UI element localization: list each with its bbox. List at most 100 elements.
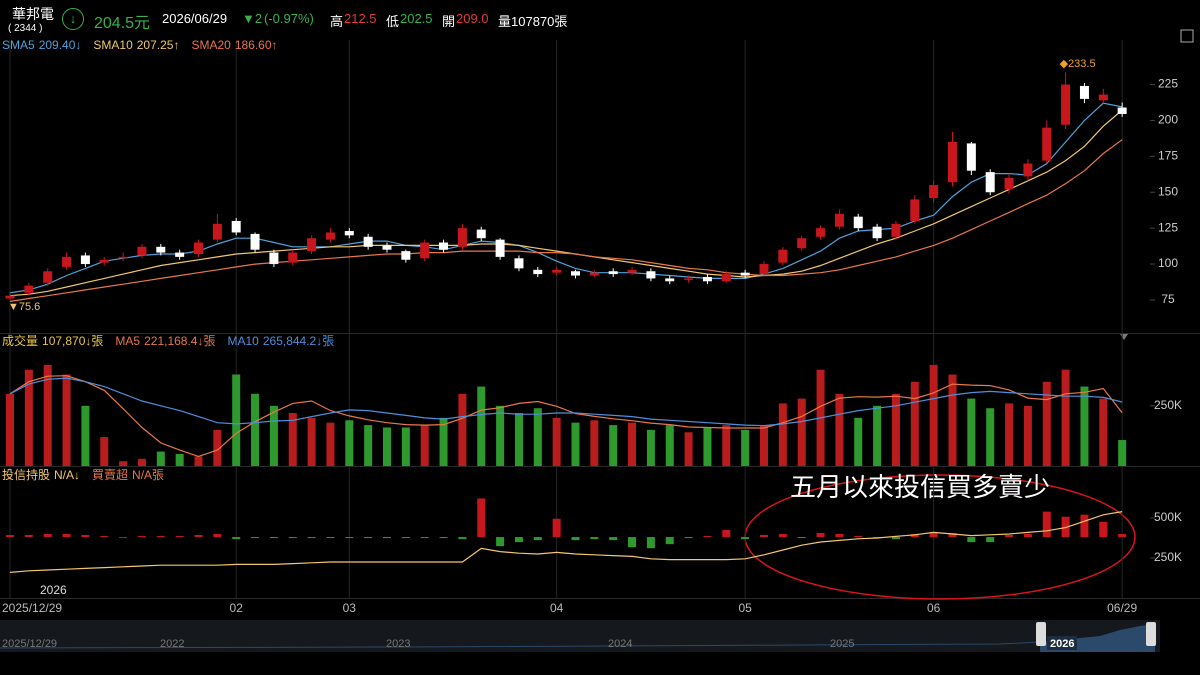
candle-body	[1079, 85, 1089, 99]
candle-body	[420, 242, 430, 259]
candle-body	[325, 232, 335, 240]
bar	[929, 532, 938, 538]
candle-body	[344, 231, 354, 236]
bar	[722, 529, 731, 538]
bar	[269, 405, 278, 466]
bar	[1023, 534, 1032, 538]
bar	[760, 425, 768, 466]
bar	[533, 408, 542, 466]
bar	[703, 536, 712, 538]
candle-body	[439, 242, 449, 250]
legend-entry: MA10 265,844.2↓張	[227, 334, 334, 348]
bar	[420, 425, 429, 466]
high-label: 高	[330, 14, 344, 29]
legend-entry: 買賣超 N/A張	[92, 467, 164, 482]
series-line	[9, 511, 1123, 573]
candle-body	[307, 238, 317, 252]
candle-body	[1042, 127, 1052, 161]
bar	[741, 429, 750, 466]
bar	[1080, 514, 1089, 538]
legend-name: SMA20	[191, 38, 231, 52]
legend-name: 買賣超	[92, 467, 128, 482]
bar	[910, 381, 919, 466]
x-tick-label: 2025/12/29	[2, 601, 62, 615]
candle-body	[80, 255, 90, 265]
change: ▼2	[242, 11, 263, 26]
bar	[571, 422, 580, 466]
bar	[797, 398, 806, 466]
candle-body	[721, 274, 731, 282]
bar	[24, 369, 33, 466]
bar	[948, 374, 957, 466]
x-tick-label: 06/29	[1107, 601, 1137, 615]
bar	[891, 537, 900, 540]
legend-entry: SMA10 207.25↑	[93, 38, 179, 52]
candle-body	[5, 295, 15, 299]
bar	[967, 537, 976, 543]
bar	[496, 537, 505, 547]
candle-body	[834, 213, 844, 227]
bar	[288, 537, 297, 539]
bar	[156, 536, 165, 538]
checkbox[interactable]	[1180, 29, 1194, 43]
bar	[609, 537, 618, 541]
bar	[62, 534, 71, 538]
candle-body	[288, 252, 298, 263]
candle-body	[43, 271, 53, 283]
bar	[703, 427, 712, 466]
trend-icon: ↓	[62, 8, 84, 30]
candle-body	[1023, 163, 1033, 177]
y-tick-label: 200	[1158, 113, 1178, 127]
navigator-handle[interactable]	[1036, 622, 1046, 646]
series-line	[9, 109, 1123, 297]
year-label: 2026	[40, 583, 67, 597]
header: 華邦電 ( 2344 ) ↓ 204.5元 2026/06/29 ▼2 (-0.…	[0, 0, 1200, 38]
bar	[1099, 521, 1108, 538]
x-tick-label: 05	[738, 601, 752, 615]
bar	[439, 537, 448, 539]
bar	[722, 425, 731, 466]
bar	[477, 498, 486, 538]
candle-body	[778, 249, 788, 263]
bar	[552, 518, 561, 538]
y-tick-label: 225	[1158, 77, 1178, 91]
bar	[326, 422, 335, 466]
navigator-label: 2025/12/29	[2, 638, 57, 650]
candle-body	[797, 238, 807, 249]
bar	[854, 417, 863, 466]
annotation: 五月以來投信買多賣少	[790, 473, 1050, 502]
bar	[1061, 369, 1070, 466]
candle-body	[156, 246, 166, 253]
bar	[552, 417, 561, 466]
price: 204.5元	[94, 15, 151, 32]
bar	[6, 393, 14, 466]
candle-body	[62, 256, 72, 267]
candle-body	[948, 141, 957, 183]
bar	[307, 537, 316, 539]
bar	[835, 534, 844, 538]
candle-body	[118, 256, 128, 259]
x-tick-label: 04	[550, 601, 564, 615]
bar	[873, 405, 882, 466]
bar	[778, 534, 787, 538]
legend-value: 265,844.2↓張	[263, 334, 334, 348]
candle-body	[853, 216, 863, 229]
collapse-icon[interactable]	[1120, 334, 1128, 340]
bar	[81, 535, 90, 538]
candle-body	[571, 271, 580, 276]
candle-body	[194, 242, 203, 255]
bar	[269, 537, 278, 539]
navigator[interactable]	[0, 620, 1160, 652]
legend-value: 209.40↓	[39, 38, 82, 52]
bar	[288, 413, 297, 466]
candle-body	[476, 229, 486, 239]
candle-body	[1061, 84, 1071, 125]
navigator-handle[interactable]	[1146, 622, 1156, 646]
bar	[496, 405, 505, 466]
candle-body	[702, 276, 712, 282]
bar	[1061, 516, 1070, 538]
bar	[401, 427, 410, 466]
bar	[213, 429, 222, 466]
bar	[948, 532, 957, 538]
